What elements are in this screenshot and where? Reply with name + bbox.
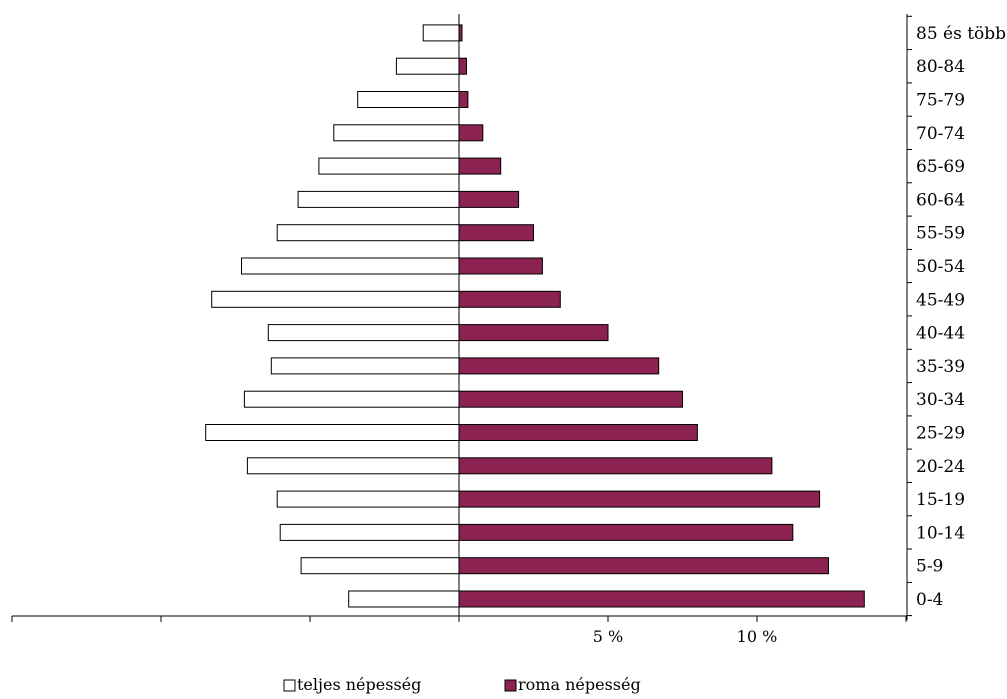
age-label-7: 35-39 bbox=[916, 357, 965, 377]
bar-teljes-10 bbox=[241, 257, 460, 275]
age-label-2: 10-14 bbox=[916, 523, 965, 543]
bar-roma-5 bbox=[458, 424, 698, 441]
bar-teljes-3 bbox=[276, 490, 460, 508]
roma-nepesseg-bars bbox=[458, 24, 865, 608]
bar-teljes-16 bbox=[395, 57, 460, 75]
bar-roma-15 bbox=[458, 91, 469, 108]
bar-teljes-15 bbox=[357, 91, 460, 108]
age-label-17: 85 és több bbox=[916, 24, 1006, 44]
age-label-4: 20-24 bbox=[916, 457, 965, 477]
x-axis-ticks bbox=[11, 616, 907, 622]
bar-teljes-17 bbox=[422, 24, 460, 42]
age-label-1: 5-9 bbox=[916, 557, 943, 577]
bar-roma-12 bbox=[458, 190, 520, 208]
bar-teljes-9 bbox=[211, 290, 460, 308]
y-axis-ticks bbox=[907, 15, 912, 617]
bar-teljes-5 bbox=[205, 424, 460, 441]
bar-teljes-0 bbox=[348, 590, 460, 608]
bar-roma-10 bbox=[458, 257, 543, 275]
legend-label-teljes: teljes népesség bbox=[297, 675, 421, 694]
legend-swatch-teljes bbox=[283, 679, 296, 692]
bar-roma-8 bbox=[458, 324, 609, 342]
age-label-9: 45-49 bbox=[916, 290, 965, 310]
bar-teljes-4 bbox=[246, 457, 460, 475]
bar-teljes-7 bbox=[270, 357, 460, 375]
bar-roma-1 bbox=[458, 557, 829, 575]
bar-roma-0 bbox=[458, 590, 865, 608]
bar-teljes-1 bbox=[300, 557, 460, 575]
bar-roma-13 bbox=[458, 157, 502, 175]
age-label-10: 50-54 bbox=[916, 257, 965, 277]
x-axis-tick-labels: 5 % 10 % bbox=[593, 627, 778, 646]
bar-roma-9 bbox=[458, 290, 561, 308]
bar-teljes-8 bbox=[267, 324, 460, 342]
age-group-labels: 0-4 5-9 10-14 15-19 20-24 25-29 30-34 35-39 40-4… bbox=[916, 24, 1006, 610]
bar-roma-3 bbox=[458, 490, 821, 508]
x-tick-label-0: 5 % bbox=[593, 627, 623, 646]
age-label-6: 30-34 bbox=[916, 390, 965, 410]
age-label-13: 65-69 bbox=[916, 157, 965, 177]
bar-teljes-6 bbox=[243, 390, 460, 408]
legend-swatch-roma bbox=[504, 679, 517, 692]
age-label-16: 80-84 bbox=[916, 57, 965, 77]
age-label-3: 15-19 bbox=[916, 490, 965, 510]
bar-roma-4 bbox=[458, 457, 773, 475]
x-tick-label-1: 10 % bbox=[737, 627, 778, 646]
bar-roma-16 bbox=[458, 57, 467, 75]
bar-teljes-13 bbox=[318, 157, 460, 175]
bar-roma-6 bbox=[458, 390, 683, 408]
age-label-14: 70-74 bbox=[916, 124, 965, 144]
age-label-11: 55-59 bbox=[916, 224, 965, 244]
bar-teljes-11 bbox=[276, 224, 460, 242]
age-label-12: 60-64 bbox=[916, 190, 965, 210]
age-label-5: 25-29 bbox=[916, 424, 965, 444]
bar-teljes-2 bbox=[279, 523, 460, 541]
bar-roma-14 bbox=[458, 124, 484, 142]
teljes-nepesseg-bars bbox=[205, 24, 460, 608]
legend-label-roma: roma népesség bbox=[518, 675, 641, 694]
age-label-15: 75-79 bbox=[916, 91, 965, 111]
bar-roma-11 bbox=[458, 224, 534, 242]
bar-teljes-12 bbox=[297, 190, 460, 208]
bar-roma-2 bbox=[458, 523, 794, 541]
legend: teljes népesség roma népesség bbox=[283, 675, 641, 694]
age-label-0: 0-4 bbox=[916, 590, 943, 610]
bar-roma-7 bbox=[458, 357, 660, 375]
age-label-8: 40-44 bbox=[916, 324, 965, 344]
bar-teljes-14 bbox=[333, 124, 460, 142]
